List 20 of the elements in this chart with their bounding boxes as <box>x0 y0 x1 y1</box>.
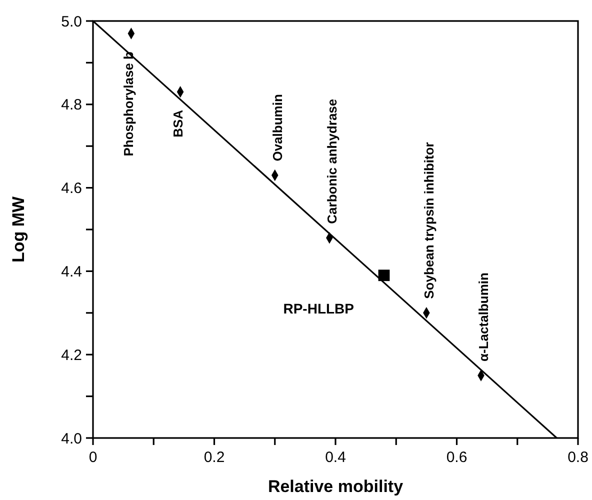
x-axis-title: Relative mobility <box>268 477 404 496</box>
annotation: Ovalbumin <box>270 94 285 162</box>
x-tick-label: 0.6 <box>446 449 468 466</box>
y-tick-label: 4.0 <box>61 430 82 448</box>
annotation: BSA <box>170 109 186 138</box>
y-tick-label: 5.0 <box>61 13 82 30</box>
y-tick-label: 4.2 <box>61 346 82 364</box>
x-tick-label: 0.8 <box>568 449 588 466</box>
annotation: α-Lactalbumin <box>476 272 491 362</box>
y-tick-label: 4.6 <box>61 180 82 198</box>
annotation: Soybean trypsin inhibitor <box>421 142 436 299</box>
annotation: RP-HLLBP <box>283 300 354 316</box>
annotation: Carbonic anhydrase <box>324 98 340 224</box>
x-tick-label: 0.4 <box>325 449 346 466</box>
point <box>378 270 390 282</box>
x-tick-label: 0 <box>88 449 98 466</box>
y-tick-label: 4.4 <box>61 263 82 280</box>
y-tick-label: 4.8 <box>61 96 82 114</box>
x-tick-label: 0.2 <box>204 449 225 466</box>
y-axis-title: Log MW <box>9 196 28 263</box>
